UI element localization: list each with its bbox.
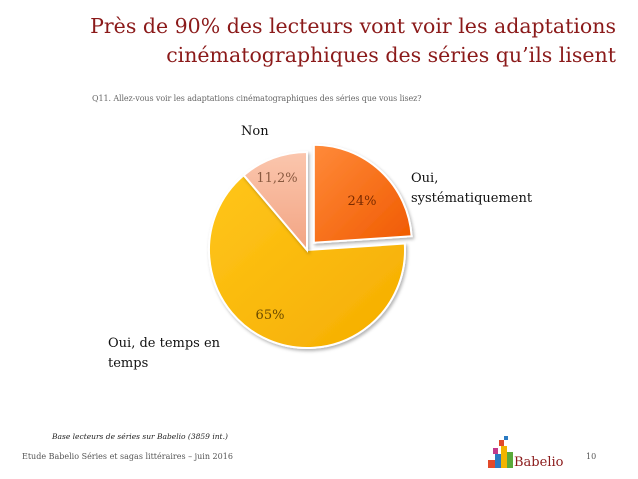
- babelio-logo: Babelio: [484, 432, 564, 472]
- pie-slice-2: [242, 150, 308, 253]
- title-line-2: cinématographiques des séries qu’ils lis…: [166, 43, 616, 67]
- question-text: Q11. Allez-vous voir les adaptations cin…: [92, 94, 422, 103]
- category-label-1-line-1: Oui, de temps en: [108, 336, 221, 351]
- category-label-0-line-2: systématiquement: [411, 191, 533, 206]
- page-number: 10: [586, 452, 597, 461]
- base-note: Base lecteurs de séries sur Babelio (385…: [52, 432, 228, 441]
- category-label-0-line-1: Oui,: [411, 171, 438, 186]
- category-label-2: Non: [241, 124, 269, 139]
- babelio-logo-icon: Babelio: [488, 436, 564, 470]
- slice-value-label-0: 24%: [348, 194, 377, 209]
- slice-value-label-2: 11,2%: [256, 171, 297, 186]
- slice-value-label-1: 65%: [256, 308, 285, 323]
- footer-study-name: Etude Babelio Séries et sagas littéraire…: [22, 452, 233, 461]
- category-label-1-line-2: temps: [108, 356, 148, 371]
- svg-text:Babelio: Babelio: [514, 455, 564, 470]
- pie-slice-1: [208, 173, 406, 349]
- page-title: Près de 90% des lecteurs vont voir les a…: [56, 12, 616, 70]
- pie-slice-0: [312, 143, 413, 244]
- title-line-1: Près de 90% des lecteurs vont voir les a…: [90, 14, 616, 38]
